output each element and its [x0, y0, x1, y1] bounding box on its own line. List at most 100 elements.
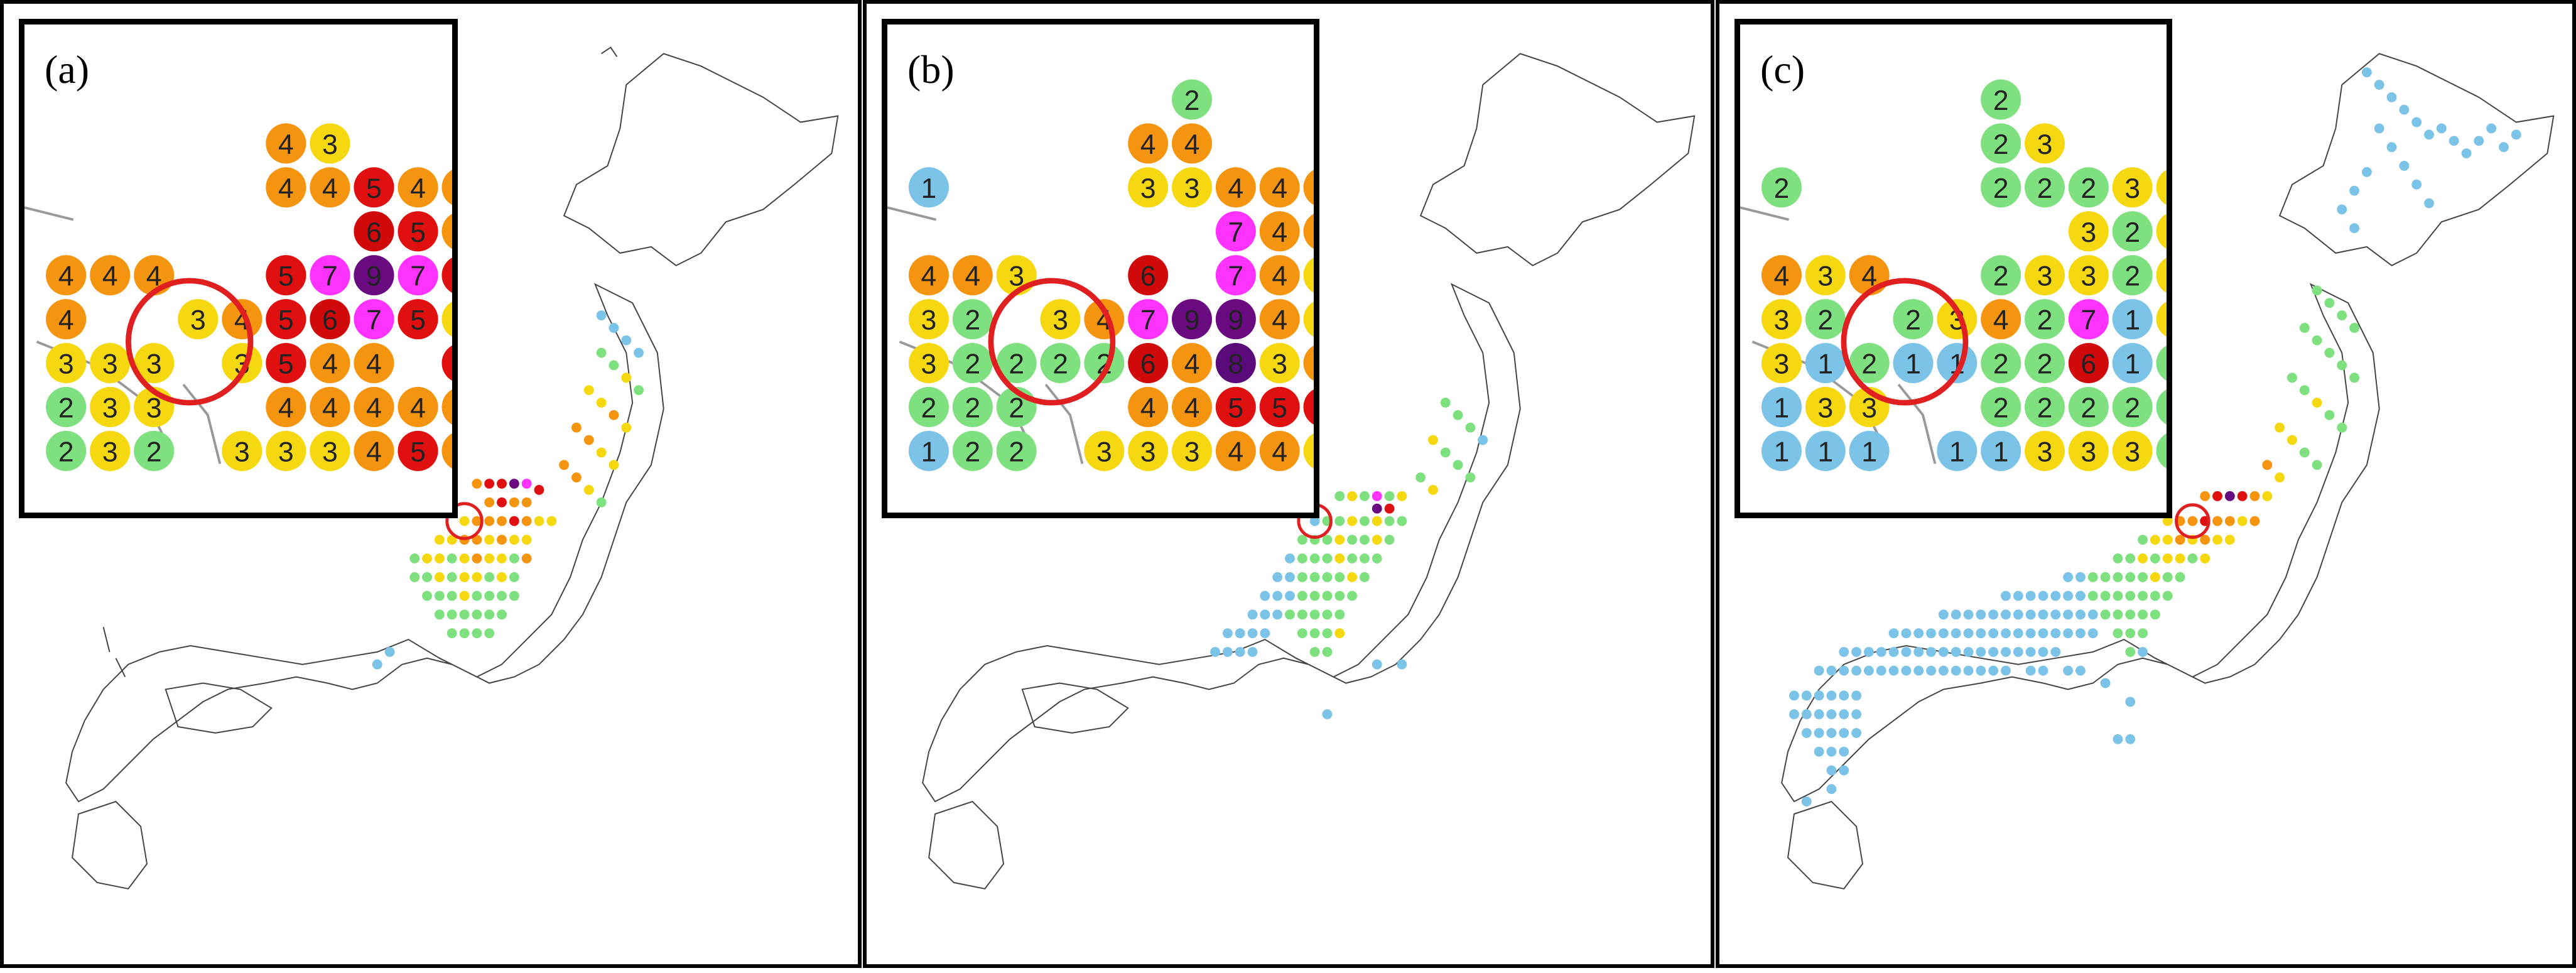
intensity-dot: [2024, 430, 2065, 471]
intensity-value: 2: [58, 437, 74, 467]
intensity-dot: [2112, 299, 2153, 340]
panel-b: 2244413344447444443674333234799433322226…: [863, 0, 1714, 968]
intensity-value: 2: [2124, 261, 2140, 292]
intensity-value: 3: [2124, 437, 2140, 467]
panel-label: (c): [1760, 47, 1805, 92]
intensity-dot: [1171, 79, 1213, 120]
intensity-dot: [2112, 167, 2153, 208]
intensity-dot: [908, 342, 949, 384]
intensity-dot: [398, 211, 438, 252]
intensity-value: 3: [2081, 217, 2096, 248]
intensity-dot: [1981, 430, 2021, 471]
intensity-value: 3: [278, 437, 294, 467]
intensity-value: 3: [2037, 129, 2053, 160]
intensity-value: 4: [1228, 173, 1243, 204]
intensity-dot: [1805, 342, 1846, 384]
intensity-value: 7: [2081, 305, 2096, 336]
intensity-dot: [354, 342, 394, 384]
intensity-value: 3: [1817, 393, 1833, 423]
intensity-value: 7: [366, 305, 382, 336]
japan-map-outline: [65, 46, 839, 890]
intensity-dot: [1303, 345, 1314, 381]
intensity-value: 5: [1272, 393, 1287, 423]
intensity-dot: [1171, 299, 1213, 340]
intensity-dot: [1259, 430, 1300, 471]
intensity-dot: [2024, 255, 2065, 296]
intensity-dot: [2024, 123, 2065, 164]
intensity-dot: [90, 386, 131, 428]
intensity-dot: [441, 258, 452, 293]
intensity-value: 9: [1184, 305, 1200, 336]
intensity-value: 4: [322, 173, 338, 204]
intensity-value: 1: [2124, 305, 2140, 336]
intensity-dot: [2156, 389, 2167, 425]
intensity-value: 2: [2037, 349, 2053, 380]
intensity-value: 2: [1184, 85, 1200, 116]
intensity-value: 3: [1140, 173, 1156, 204]
intensity-dots: [1789, 67, 2521, 807]
intensity-dot: [310, 167, 350, 208]
intensity-dot: [266, 123, 306, 164]
intensity-dot: [1259, 167, 1300, 208]
intensity-value: 2: [2124, 393, 2140, 423]
intensity-dot: [266, 255, 306, 296]
intensity-value: 4: [1140, 129, 1156, 160]
intensity-value: 3: [102, 437, 118, 467]
intensity-value: 4: [58, 261, 74, 292]
intensity-value: 2: [2081, 173, 2096, 204]
intensity-dot: [266, 167, 306, 208]
intensity-value: 3: [1096, 437, 1112, 467]
intensity-dot: [1171, 123, 1213, 164]
intensity-dot: [1937, 430, 1978, 471]
intensity-value: 2: [1009, 393, 1024, 423]
intensity-dot: [1128, 430, 1169, 471]
intensity-dot: [310, 123, 350, 164]
intensity-dot: [1981, 299, 2021, 340]
intensity-value: 2: [965, 437, 980, 467]
intensity-value: 6: [366, 217, 382, 248]
intensity-dot: [1259, 211, 1300, 252]
intensity-dot: [90, 255, 131, 296]
intensity-value: 3: [2037, 261, 2053, 292]
intensity-dot: [1171, 342, 1213, 384]
intensity-dot: [354, 211, 394, 252]
intensity-dot: [2068, 299, 2109, 340]
intensity-dot: [90, 342, 131, 384]
intensity-dot: [1303, 258, 1314, 293]
intensity-dot: [996, 342, 1037, 384]
intensity-value: 2: [1861, 349, 1877, 380]
intensity-value: 4: [410, 173, 426, 204]
intensity-value: 2: [1993, 393, 2009, 423]
intensity-dot: [310, 299, 350, 340]
intensity-dot: [1128, 386, 1169, 428]
intensity-value: 3: [2037, 437, 2053, 467]
intensity-dot: [1761, 255, 1802, 296]
intensity-value: 4: [1272, 305, 1287, 336]
intensity-dot: [1981, 79, 2021, 120]
intensity-dot: [1259, 299, 1300, 340]
intensity-dot: [952, 342, 993, 384]
intensity-value: 4: [102, 261, 118, 292]
intensity-value: 3: [1053, 305, 1068, 336]
intensity-value: 2: [1905, 305, 1921, 336]
intensity-value: 3: [234, 437, 250, 467]
intensity-dot: [1084, 430, 1125, 471]
intensity-dot: [46, 299, 87, 340]
intensity-value: 5: [278, 305, 294, 336]
intensity-dot: [1761, 386, 1802, 428]
intensity-value: 6: [1140, 261, 1156, 292]
intensity-value: 4: [322, 393, 338, 424]
intensity-dot: [1805, 255, 1846, 296]
intensity-value: 7: [1228, 217, 1243, 248]
intensity-value: 3: [1861, 393, 1877, 423]
intensity-value: 4: [366, 437, 382, 467]
intensity-value: 3: [1774, 349, 1790, 380]
intensity-value: 9: [366, 261, 382, 292]
intensity-value: 4: [1184, 129, 1200, 160]
intensity-dot: [1040, 299, 1081, 340]
intensity-value: 1: [1905, 349, 1921, 380]
intensity-value: 5: [278, 349, 294, 380]
intensity-dot: [1303, 170, 1314, 205]
inset-grid: 3434445444654444457975543456753333335445…: [24, 123, 452, 471]
intensity-dot: [134, 342, 175, 384]
